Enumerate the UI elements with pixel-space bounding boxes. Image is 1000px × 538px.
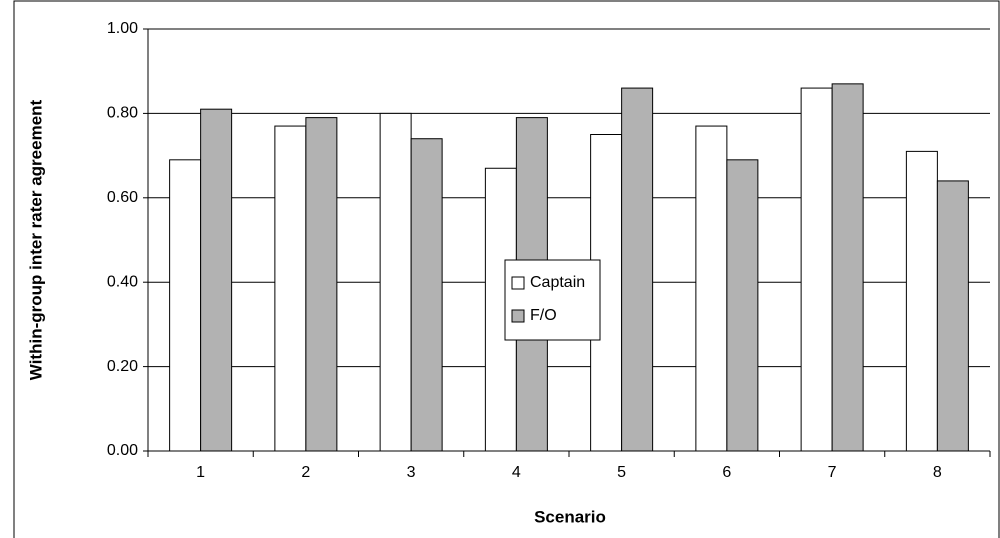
bar — [274, 125, 307, 452]
legend-swatch — [511, 309, 525, 323]
x-tick-label: 5 — [617, 464, 626, 481]
x-tick-label: 6 — [722, 464, 731, 481]
bar — [410, 138, 443, 452]
y-tick-label: 0.00 — [107, 442, 138, 459]
bar — [305, 117, 338, 452]
bar — [905, 150, 938, 452]
chart-border — [13, 0, 1000, 538]
legend-swatch — [511, 276, 525, 290]
bar — [169, 159, 202, 452]
bar — [379, 112, 412, 452]
bar — [800, 87, 833, 452]
y-tick-label: 0.60 — [107, 189, 138, 206]
y-tick-label: 0.40 — [107, 273, 138, 290]
x-tick-label: 1 — [196, 464, 205, 481]
y-axis-title: Within-group inter rater agreement — [26, 99, 45, 380]
bar — [936, 180, 969, 452]
bar — [621, 87, 654, 452]
x-tick-label: 2 — [301, 464, 310, 481]
bar — [726, 159, 759, 452]
bar — [831, 83, 864, 452]
x-tick-label: 3 — [407, 464, 416, 481]
y-tick-label: 1.00 — [107, 20, 138, 37]
x-tick-label: 7 — [828, 464, 837, 481]
x-tick-label: 4 — [512, 464, 521, 481]
legend-label: Captain — [530, 274, 585, 291]
y-tick-label: 0.80 — [107, 105, 138, 122]
y-tick-label: 0.20 — [107, 358, 138, 375]
bar — [200, 108, 233, 452]
bar — [695, 125, 728, 452]
legend-box — [504, 259, 601, 341]
x-tick-label: 8 — [933, 464, 942, 481]
legend-label: F/O — [530, 307, 557, 324]
x-axis-title: Scenario — [534, 507, 606, 526]
